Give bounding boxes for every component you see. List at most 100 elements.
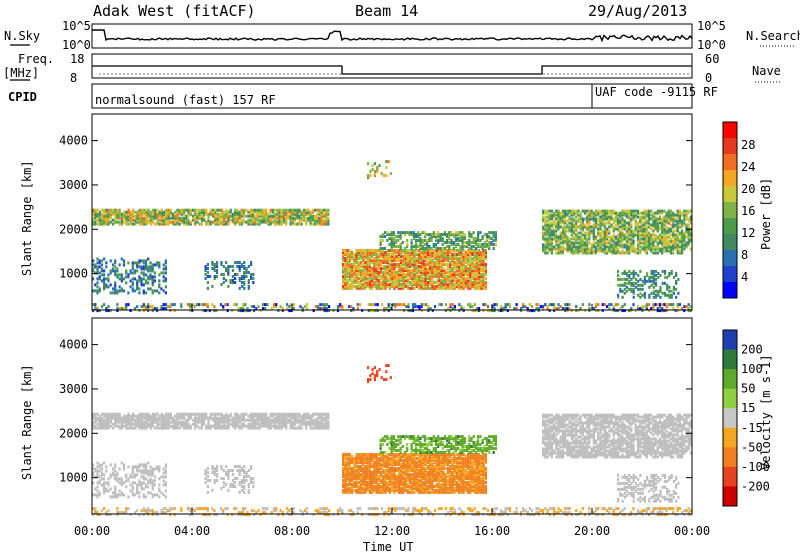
power-cell <box>402 231 404 234</box>
power-cell <box>288 305 290 308</box>
power-cell <box>116 303 118 306</box>
velocity-cell <box>219 417 221 420</box>
power-cell <box>121 213 123 216</box>
power-cell <box>681 212 683 215</box>
power-cell <box>482 303 484 306</box>
velocity-cell <box>94 413 96 416</box>
velocity-cell <box>123 425 125 428</box>
power-cell <box>655 216 657 219</box>
power-cell <box>245 267 247 270</box>
power-cell <box>467 267 469 270</box>
power-cell <box>274 213 276 216</box>
power-cell <box>211 261 213 264</box>
power-cell <box>555 222 557 225</box>
power-cell <box>575 216 577 219</box>
power-cell <box>273 303 275 306</box>
power-cell <box>202 303 204 306</box>
power-cell <box>248 285 250 288</box>
power-cell <box>597 218 599 221</box>
power-cell <box>666 284 668 287</box>
power-cell <box>165 209 167 212</box>
power-cell <box>624 278 626 281</box>
power-cell <box>119 209 121 212</box>
velocity-cell <box>170 413 172 416</box>
power-cell <box>138 275 140 278</box>
power-cell <box>396 255 398 258</box>
power-cell <box>172 213 174 216</box>
velocity-cell <box>239 425 241 428</box>
power-cell <box>628 270 630 273</box>
power-cell <box>459 235 461 238</box>
power-cell <box>624 303 626 306</box>
power-cell <box>194 305 196 308</box>
power-cell <box>464 245 466 248</box>
power-cell <box>546 305 548 308</box>
power-cell <box>650 214 652 217</box>
power-cell <box>679 210 681 213</box>
power-cell <box>127 273 129 276</box>
power-cell <box>644 276 646 279</box>
power-cell <box>433 231 435 234</box>
velocity-cell <box>156 417 158 420</box>
power-cell <box>210 209 212 212</box>
velocity-cell <box>312 413 314 416</box>
velocity-cell <box>294 413 296 416</box>
power-cell <box>373 281 375 284</box>
power-cell <box>444 231 446 234</box>
power-cell <box>245 215 247 218</box>
power-cell <box>244 303 246 306</box>
power-cell <box>147 287 149 290</box>
power-cell <box>452 303 454 306</box>
power-cell <box>154 271 156 274</box>
velocity-cell <box>305 413 307 416</box>
power-cell <box>337 305 339 308</box>
power-cell <box>384 251 386 254</box>
power-cell <box>169 303 171 306</box>
nsearch-tick-bot: 10^0 <box>697 38 726 52</box>
velocity-cell <box>239 415 241 418</box>
power-cell <box>448 245 450 248</box>
power-cell <box>417 245 419 248</box>
power-cell <box>125 275 127 278</box>
power-cell <box>477 243 479 246</box>
velocity-cell <box>192 419 194 422</box>
power-cell <box>141 277 143 280</box>
power-cell <box>203 209 205 212</box>
power-cell <box>236 265 238 268</box>
power-cell <box>577 214 579 217</box>
power-cell <box>490 237 492 240</box>
power-cell <box>116 289 118 292</box>
power-cell <box>445 263 447 266</box>
power-cell <box>422 277 424 280</box>
power-cell <box>360 269 362 272</box>
velocity-cell <box>225 413 227 416</box>
power-cell <box>404 247 406 250</box>
velocity-cell <box>267 417 269 420</box>
power-cell <box>454 283 456 286</box>
velocity-cell <box>207 417 209 420</box>
power-cell <box>250 273 252 276</box>
power-cell <box>628 280 630 283</box>
power-cell <box>223 281 225 284</box>
power-cell <box>324 303 326 306</box>
power-cell <box>642 294 644 297</box>
power-cell <box>624 234 626 237</box>
velocity-cell <box>318 421 320 424</box>
power-cell <box>628 274 630 277</box>
power-cell <box>382 247 384 250</box>
power-cell <box>145 273 147 276</box>
power-cell <box>630 288 632 291</box>
velocity-cell <box>119 413 121 416</box>
power-cell <box>495 243 497 246</box>
power-cell <box>223 265 225 268</box>
power-cell <box>192 219 194 222</box>
power-cell <box>542 232 544 235</box>
power-cell <box>604 210 606 213</box>
power-cell <box>156 289 158 292</box>
velocity-cell <box>241 423 243 426</box>
power-cell <box>496 303 498 306</box>
power-cell <box>358 277 360 280</box>
velocity-cell <box>101 463 103 466</box>
power-cell <box>657 276 659 279</box>
power-cell <box>159 211 161 214</box>
